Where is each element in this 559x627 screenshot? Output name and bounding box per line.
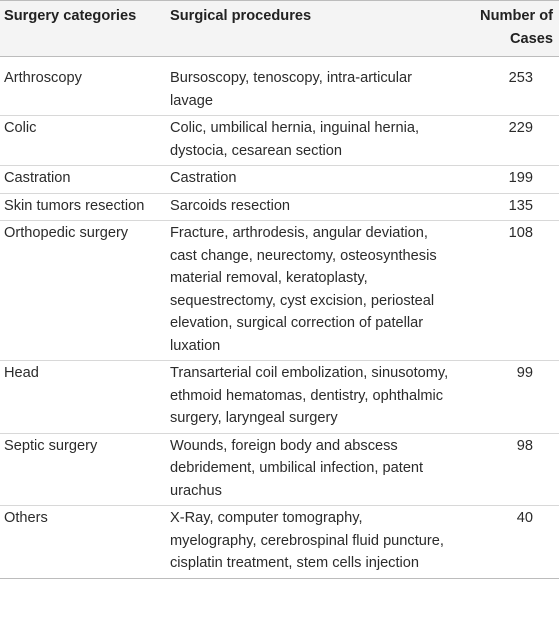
- surgery-cases-table: Surgery categories Surgical procedures N…: [0, 0, 559, 578]
- table-row: Orthopedic surgery Fracture, arthrodesis…: [0, 220, 559, 361]
- category-cell: Orthopedic surgery: [4, 225, 129, 241]
- category-cell: Arthroscopy: [4, 70, 82, 86]
- procedures-cell: Sarcoids resection: [170, 197, 291, 214]
- procedures-cell: Colic, umbilical hernia, inguinal hernia…: [170, 120, 420, 159]
- table-row: Arthroscopy Bursoscopy, tenoscopy, intra…: [0, 57, 559, 116]
- cases-cell: 135: [508, 197, 533, 214]
- category-cell: Colic: [4, 120, 37, 136]
- table-row: Septic surgery Wounds, foreign body and …: [0, 433, 559, 506]
- category-cell: Others: [4, 510, 48, 526]
- cases-cell: 40: [516, 510, 533, 526]
- category-cell: Skin tumors resection: [4, 197, 145, 214]
- table-row: Skin tumors resection Sarcoids resection…: [0, 193, 559, 221]
- table-body: Arthroscopy Bursoscopy, tenoscopy, intra…: [0, 57, 559, 578]
- table-row: Castration Castration 199: [0, 165, 559, 194]
- cases-cell: 98: [516, 437, 533, 454]
- category-cell: Head: [4, 365, 39, 381]
- procedures-cell: X-Ray, computer tomography, myelography,…: [170, 510, 444, 571]
- header-row: Surgery categories Surgical procedures N…: [0, 0, 559, 57]
- table-row: Head Transarterial coil embolization, si…: [0, 360, 559, 434]
- procedures-cell: Castration: [170, 170, 237, 186]
- table-row: Others X-Ray, computer tomography, myelo…: [0, 505, 559, 578]
- header-number-of-cases: Number of Cases: [480, 8, 553, 47]
- table-row: Colic Colic, umbilical hernia, inguinal …: [0, 115, 559, 166]
- cases-cell: 99: [516, 365, 533, 381]
- header-surgery-categories: Surgery categories: [4, 8, 137, 24]
- cases-cell: 229: [508, 120, 533, 136]
- category-cell: Castration: [4, 170, 71, 186]
- procedures-cell: Fracture, arthrodesis, angular deviation…: [170, 225, 437, 354]
- category-cell: Septic surgery: [4, 437, 98, 454]
- cases-cell: 253: [508, 70, 533, 86]
- table-header: Surgery categories Surgical procedures N…: [0, 0, 559, 57]
- procedures-cell: Wounds, foreign body and abscess debride…: [170, 437, 424, 499]
- procedures-cell: Bursoscopy, tenoscopy, intra-articular l…: [170, 70, 412, 109]
- header-surgical-procedures: Surgical procedures: [170, 8, 312, 24]
- cases-cell: 199: [508, 170, 533, 186]
- cases-cell: 108: [508, 225, 533, 241]
- procedures-cell: Transarterial coil embolization, sinusot…: [170, 365, 449, 426]
